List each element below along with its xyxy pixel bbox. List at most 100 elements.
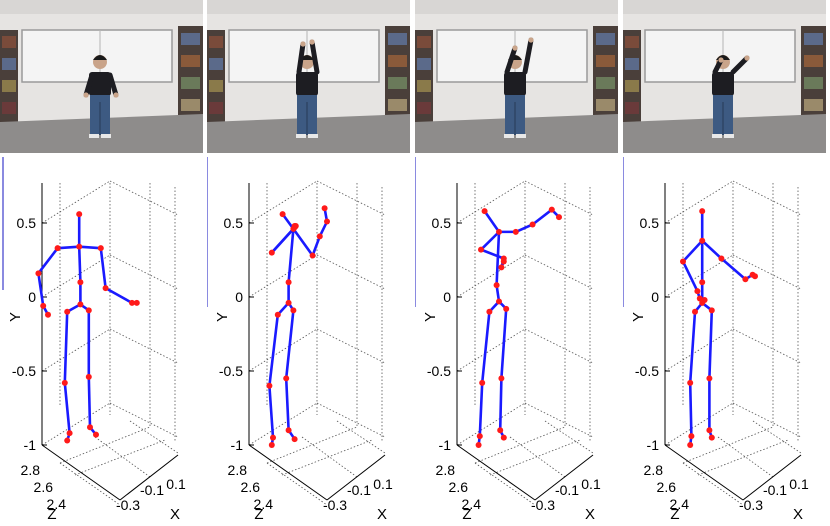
ceiling	[207, 0, 410, 14]
y-tick-label: -1	[647, 437, 660, 453]
bone-l_shoulder-l_elbow	[270, 226, 296, 254]
joint-head	[481, 208, 488, 215]
z-tick-label: 2.6	[241, 479, 261, 495]
joint-l_knee	[266, 382, 273, 389]
joint-l_foot	[687, 442, 694, 448]
joint-r_elbow	[742, 276, 749, 283]
joint-r_shoulder	[309, 252, 316, 259]
joint-r_ankle	[706, 427, 713, 434]
bone-l_hip-l_knee	[268, 313, 280, 388]
x-tick-label: 0.1	[789, 476, 809, 492]
joint-r_ankle	[87, 424, 93, 431]
joint-r_foot	[708, 434, 715, 441]
joint-l_foot	[475, 442, 482, 448]
joint-l_hip	[274, 311, 281, 318]
joint-l_hip	[486, 308, 493, 315]
bone-r_hip-r_knee	[500, 307, 508, 380]
y-tick-label: 0	[443, 289, 451, 305]
skeleton	[35, 211, 140, 444]
skeleton	[680, 208, 758, 448]
joint-r_foot	[291, 436, 298, 443]
y-tick-label: -0.5	[219, 363, 243, 379]
x-tick-label: -0.1	[140, 482, 164, 498]
y-axis-label: Y	[630, 312, 647, 322]
grid	[664, 180, 802, 506]
y-axis-label: Y	[7, 312, 24, 322]
bone-l_hip-l_knee	[688, 310, 697, 385]
z-axis-label: Z	[254, 506, 263, 523]
bookshelf-left	[415, 30, 433, 122]
joint-r_shoulder	[512, 228, 519, 235]
joint-l_elbow	[35, 270, 42, 277]
bone-r_elbow-r_wrist	[104, 286, 134, 305]
bone-neck-r_shoulder	[77, 245, 103, 250]
bone-r_hip-r_knee	[708, 309, 714, 380]
person	[712, 55, 750, 138]
z-axis-label: Z	[462, 506, 471, 523]
x-axis-line	[119, 454, 179, 501]
x-tick-label: -0.1	[763, 482, 787, 498]
joint-l_shoulder	[268, 249, 275, 256]
y-tick-label: 0.5	[17, 215, 37, 231]
joint-l_hand	[500, 258, 507, 265]
joint-l_knee	[479, 379, 486, 386]
bookshelf-left	[0, 30, 18, 122]
y-axis-label: Y	[214, 312, 231, 322]
joint-head	[699, 208, 706, 215]
y-tick-label: -1	[231, 437, 244, 453]
joint-l_elbow	[694, 288, 701, 295]
bone-neck-spine	[77, 245, 82, 284]
z-tick-label: 2.4	[462, 496, 482, 512]
joint-hip	[496, 298, 502, 305]
z-tick-label: 2.6	[449, 479, 469, 495]
joint-hip	[77, 301, 84, 308]
grid	[41, 180, 179, 506]
joint-l_shoulder	[54, 245, 61, 252]
joint-hip	[285, 299, 292, 306]
x-axis-label: X	[377, 506, 387, 523]
bone-neck-l_shoulder	[681, 239, 704, 263]
joint-r_knee	[706, 375, 713, 382]
bookshelf-left	[207, 30, 225, 122]
z-tick-label: 2.4	[670, 496, 690, 512]
bone-r_shoulder-r_elbow	[99, 246, 107, 290]
z-axis-line	[248, 444, 328, 501]
joint-l_ankle	[66, 430, 73, 437]
joint-neck	[76, 243, 83, 250]
joint-r_wrist	[129, 299, 135, 306]
joint-r_knee	[283, 375, 290, 382]
x-axis-line	[326, 454, 386, 501]
joint-l_hand	[701, 296, 708, 303]
joint-r_foot	[500, 434, 507, 441]
joint-head	[76, 211, 83, 218]
y-tick-label: -0.5	[427, 363, 451, 379]
joint-r_knee	[498, 375, 505, 382]
y-tick-label: -1	[24, 437, 37, 453]
skeleton	[266, 205, 330, 448]
joint-l_wrist	[40, 302, 47, 309]
y-tick-label: -1	[439, 437, 452, 453]
bone-r_knee-r_ankle	[284, 377, 290, 432]
ceiling	[623, 0, 826, 14]
bone-neck-l_shoulder	[479, 230, 501, 251]
bone-r_shoulder-r_elbow	[311, 235, 322, 257]
bone-head-neck	[483, 209, 501, 234]
joint-r_hand	[752, 273, 758, 280]
y-tick-label: 0.5	[432, 215, 452, 231]
y-axis-label: Y	[422, 312, 439, 322]
bone-l_knee-l_ankle	[688, 381, 693, 438]
x-axis-line	[742, 454, 802, 501]
x-axis-label: X	[585, 506, 595, 523]
joint-r_foot	[93, 431, 99, 438]
joint-l_ankle	[688, 433, 695, 440]
bookshelf-left	[623, 30, 641, 122]
z-tick-label: 2.8	[228, 462, 248, 478]
z-tick-label: 2.8	[644, 462, 664, 478]
bone-l_shoulder-l_elbow	[479, 248, 506, 260]
x-tick-label: 0.1	[166, 476, 186, 492]
person	[296, 39, 320, 138]
person	[504, 37, 534, 138]
x-tick-label: -0.3	[116, 497, 140, 513]
skeleton-plot-3: 0.5 0 -0.5 -1 Y 2.8 2.6 2.4 Z -0.3 -0.1 0.1 X	[415, 155, 622, 526]
joint-r_hip	[708, 307, 715, 314]
